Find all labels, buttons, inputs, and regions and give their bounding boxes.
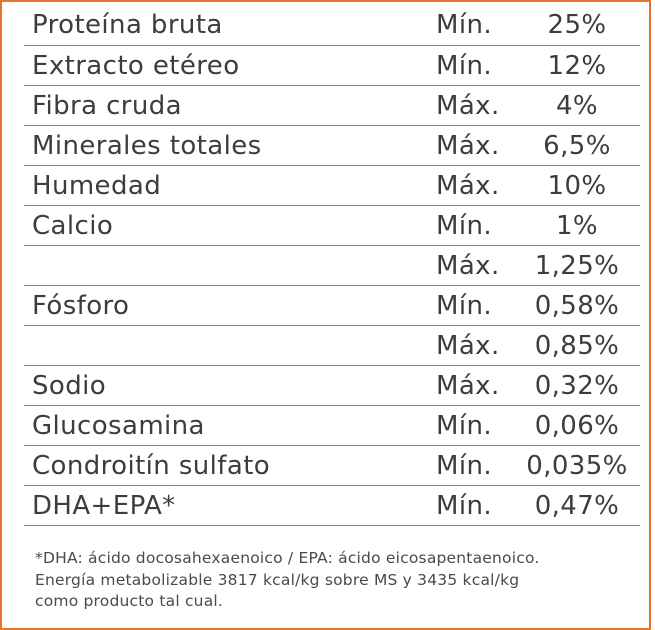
table-row: Extracto etéreo Mín. 12% (24, 46, 640, 86)
nutrient-name: DHA+EPA* (32, 491, 176, 521)
nutrient-name: Fósforo (32, 291, 130, 321)
table-row: Calcio Mín. 1% (24, 206, 640, 246)
nutrient-name: Calcio (32, 211, 114, 241)
nutrient-value: 0,47% (534, 491, 620, 521)
nutrient-qualifier: Mín. (436, 211, 492, 241)
table-row: Humedad Máx. 10% (24, 166, 640, 206)
table-row: Máx. 0,85% (24, 326, 640, 366)
table-row: Condroitín sulfato Mín. 0,035% (24, 446, 640, 486)
nutrient-qualifier: Máx. (436, 371, 500, 401)
table-row: Glucosamina Mín. 0,06% (24, 406, 640, 446)
nutrient-value: 25% (547, 10, 607, 40)
nutrient-value: 4% (555, 91, 599, 121)
table-row: Fósforo Mín. 0,58% (24, 286, 640, 326)
nutrient-value: 6,5% (543, 131, 611, 161)
footnote-line: como producto tal cual. (35, 592, 224, 610)
nutrient-value: 0,32% (534, 371, 620, 401)
nutrient-value: 10% (547, 171, 607, 201)
nutrient-name: Minerales totales (32, 131, 262, 161)
nutrient-qualifier: Máx. (436, 331, 500, 361)
nutrient-qualifier: Máx. (436, 91, 500, 121)
nutrient-name: Glucosamina (32, 411, 205, 441)
nutrient-name: Extracto etéreo (32, 51, 240, 81)
table-row: Proteína bruta Mín. 25% (24, 5, 640, 46)
table-row: DHA+EPA* Mín. 0,47% (24, 486, 640, 526)
nutrient-value: 12% (547, 51, 607, 81)
table-row: Minerales totales Máx. 6,5% (24, 126, 640, 166)
nutrient-value: 0,06% (534, 411, 620, 441)
nutrient-qualifier: Máx. (436, 171, 500, 201)
nutrient-qualifier: Máx. (436, 131, 500, 161)
nutrient-qualifier: Máx. (436, 251, 500, 281)
nutrient-value: 0,58% (534, 291, 620, 321)
nutrient-qualifier: Mín. (436, 291, 492, 321)
nutrient-name: Fibra cruda (32, 91, 182, 121)
nutrient-qualifier: Mín. (436, 451, 492, 481)
footnote-line: *DHA: ácido docosahexaenoico / EPA: ácid… (35, 549, 540, 567)
table-row: Sodio Máx. 0,32% (24, 366, 640, 406)
nutrient-name: Proteína bruta (32, 10, 223, 40)
nutrient-value: 0,035% (526, 451, 628, 481)
nutrient-qualifier: Mín. (436, 51, 492, 81)
nutrient-value: 0,85% (534, 331, 620, 361)
nutrient-qualifier: Mín. (436, 10, 492, 40)
nutrient-qualifier: Mín. (436, 491, 492, 521)
table-row: Máx. 1,25% (24, 246, 640, 286)
nutrient-qualifier: Mín. (436, 411, 492, 441)
table-row: Fibra cruda Máx. 4% (24, 86, 640, 126)
analysis-table: Proteína bruta Mín. 25% Extracto etéreo … (24, 5, 640, 526)
nutrient-name: Humedad (32, 171, 162, 201)
footnote: *DHA: ácido docosahexaenoico / EPA: ácid… (35, 548, 645, 613)
nutrient-value: 1% (555, 211, 599, 241)
nutrient-name: Sodio (32, 371, 107, 401)
footnote-line: Energía metabolizable 3817 kcal/kg sobre… (35, 570, 520, 589)
nutrient-value: 1,25% (534, 251, 620, 281)
nutrient-name: Condroitín sulfato (32, 451, 271, 481)
